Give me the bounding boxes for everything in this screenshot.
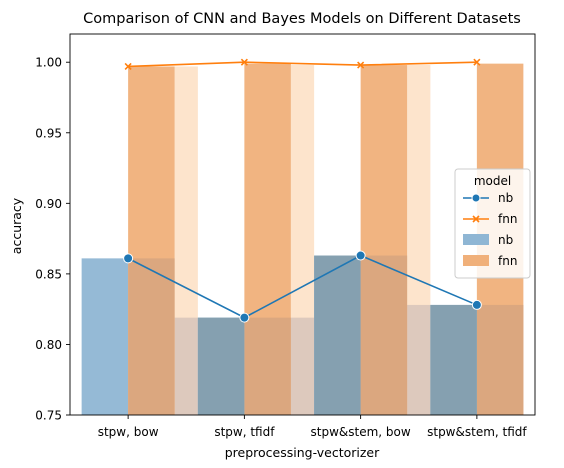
x-tick-label: stpw, bow xyxy=(98,425,159,439)
point-fnn-2 xyxy=(357,61,365,69)
point-nb-3 xyxy=(471,299,482,310)
bar-overlap-0 xyxy=(128,258,175,415)
legend: model nb fnn nb fnn xyxy=(454,168,531,279)
x-tick-label: stpw&stem, tfidf xyxy=(427,425,527,439)
x-tick-label: stpw&stem, bow xyxy=(311,425,411,439)
point-nb-0 xyxy=(123,253,134,264)
background-band xyxy=(290,317,315,415)
bar-overlap-3 xyxy=(476,304,524,415)
legend-title: model xyxy=(474,174,511,188)
legend-marker-fnn xyxy=(472,215,480,223)
legend-label-fnn: fnn xyxy=(498,254,517,268)
point-nb-1 xyxy=(239,312,250,323)
line-fnn xyxy=(128,61,477,68)
y-tick-label: 0.80 xyxy=(35,338,62,352)
y-tick-label: 0.75 xyxy=(35,409,62,423)
bar-nb-0 xyxy=(81,258,129,415)
background-band xyxy=(174,317,198,415)
legend-marker-nb xyxy=(471,193,481,203)
x-axis-label: preprocessing-vectorizer xyxy=(225,445,380,460)
background-band xyxy=(407,304,431,415)
bar-overlap-1 xyxy=(244,317,291,415)
y-tick-label: 0.90 xyxy=(35,197,62,211)
legend-label-nb: nb xyxy=(498,233,513,247)
y-tick-label: 0.85 xyxy=(35,267,62,281)
point-fnn-3 xyxy=(473,58,481,66)
bar-nb-shaded-3 xyxy=(430,304,477,415)
point-nb-2 xyxy=(355,250,366,261)
legend-label-fnn: fnn xyxy=(498,212,517,226)
x-tick-label: stpw, tfidf xyxy=(214,425,275,439)
point-fnn-0 xyxy=(124,62,132,71)
bar-nb-shaded-2 xyxy=(314,255,361,415)
chart-title: Comparison of CNN and Bayes Models on Di… xyxy=(83,11,521,27)
y-tick-label: 0.95 xyxy=(35,126,62,140)
line-nb xyxy=(127,254,478,319)
y-tick-label: 1.00 xyxy=(35,56,62,70)
legend-label-nb: nb xyxy=(498,191,513,205)
bar-nb-shaded-1 xyxy=(197,317,245,415)
legend-patch-fnn xyxy=(463,255,489,266)
legend-patch-nb xyxy=(463,234,489,245)
point-fnn-1 xyxy=(240,58,248,66)
bar-overlap-2 xyxy=(360,255,408,415)
y-axis-label: accuracy xyxy=(9,197,24,254)
plot-frame xyxy=(69,33,536,416)
